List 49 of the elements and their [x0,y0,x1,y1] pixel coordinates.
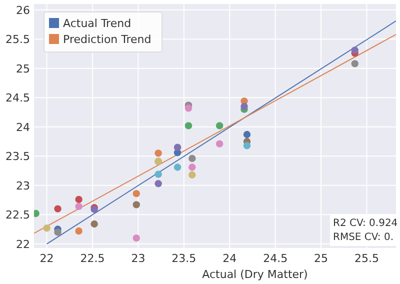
point [75,227,82,235]
point [54,228,62,236]
x-tick-label: 23 [131,252,146,265]
y-tick-label: 24 [16,120,30,134]
point [132,201,140,208]
y-tick-label: 23 [16,179,30,192]
x-tick-label: 24.5 [263,252,288,265]
point [240,102,248,110]
x-tick-label: 22.5 [80,252,105,265]
point [174,144,182,151]
y-tick-label: 22 [16,238,30,251]
y-tick-label: 25.5 [6,33,30,46]
point [188,171,196,178]
legend-label: Actual Trend [63,17,132,30]
y-tick-label: 22.5 [6,208,30,222]
point [174,164,182,171]
point [351,60,358,68]
point [216,122,224,130]
x-tick-label: 24 [222,252,237,265]
x-tick-label: 23.5 [172,252,196,265]
x-tick-label: 25 [314,252,328,265]
point [351,46,358,54]
point [188,164,196,171]
annotation: RMSE CV: 0. [333,232,394,243]
point [188,154,196,162]
y-tick-label: 23.5 [6,150,30,164]
point [43,224,50,232]
y-tick-label: 25 [16,62,30,76]
y-tick-label: 24.5 [6,92,30,105]
x-tick-label: 22 [40,252,54,265]
point [132,190,140,198]
point [75,196,82,204]
x-tick-label: 25.5 [354,252,379,265]
x-axis-title: Actual (Dry Matter) [202,268,308,281]
y-tick-label: 26 [16,4,30,17]
point [90,220,98,228]
point [54,205,62,212]
annotation: R2 CV: 0.924 [333,218,398,229]
point [216,140,224,148]
point [184,122,192,130]
point [243,142,251,150]
point [132,234,140,242]
point [154,180,162,188]
point [154,150,162,157]
point [154,170,162,178]
legend-label: Prediction Trend [63,33,152,46]
point [243,130,251,138]
point [184,104,192,112]
point [75,202,82,210]
